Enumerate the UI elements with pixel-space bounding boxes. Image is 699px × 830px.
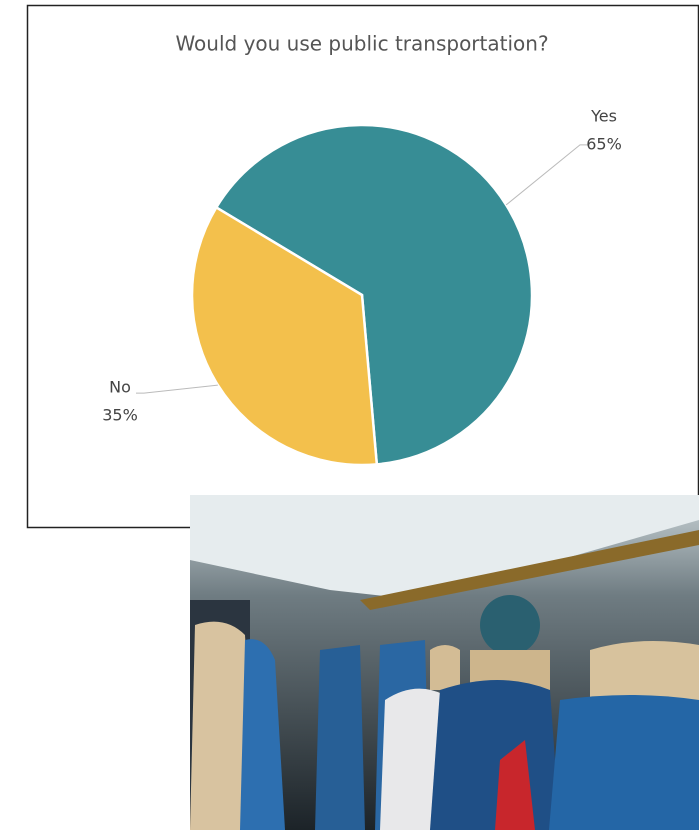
photo-bag: [495, 740, 535, 830]
photo-seat: [549, 695, 699, 830]
photo-rail: [360, 530, 699, 610]
photo-headrest: [590, 641, 699, 705]
leader-line: [505, 144, 588, 206]
photo-seat: [315, 645, 365, 830]
photo-headrest: [190, 621, 255, 830]
photo-seat: [430, 680, 560, 830]
slice-value-label: 35%: [102, 406, 138, 425]
pie: Yes 65% No 35%: [102, 106, 622, 467]
chart-title: Would you use public transportation?: [175, 32, 548, 56]
slice-label: No: [109, 378, 131, 397]
photo-ceiling: [190, 495, 699, 600]
photo-headrest: [430, 645, 460, 690]
photo-headrest: [470, 650, 550, 690]
slice-label: Yes: [590, 106, 617, 125]
photo-person-head: [480, 595, 540, 655]
photo-seat: [240, 639, 285, 830]
photo-person: [380, 688, 445, 830]
leader-line: [136, 384, 218, 394]
photo: [190, 495, 699, 830]
slice-value-label: 65%: [586, 134, 622, 153]
pie-slice: [190, 205, 379, 467]
